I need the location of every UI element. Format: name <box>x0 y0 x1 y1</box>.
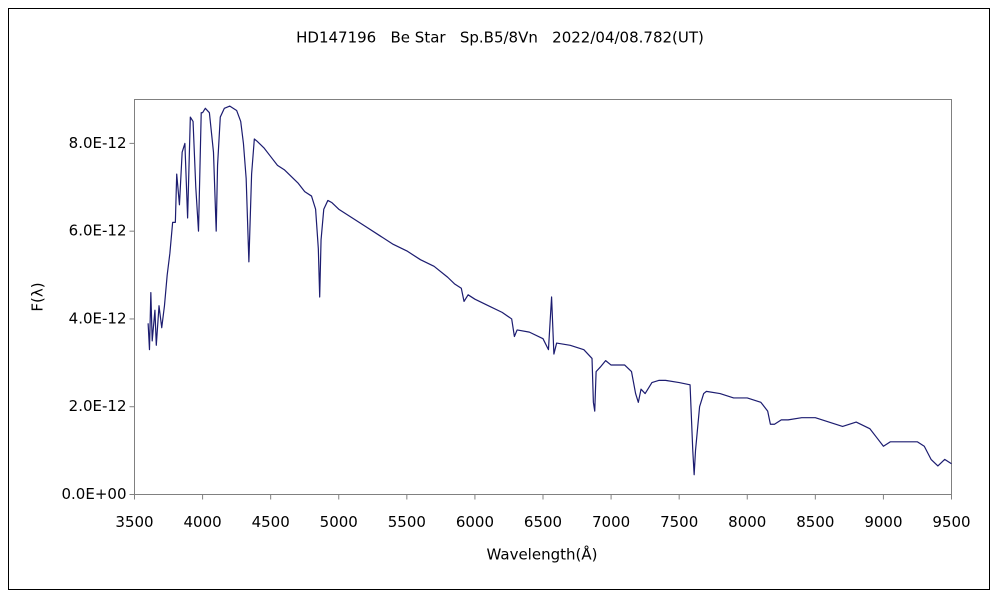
y-tick-label: 0.0E+00 <box>62 485 127 503</box>
y-axis-label: F(λ) <box>29 282 47 311</box>
x-tick-label: 6000 <box>456 513 494 531</box>
x-tick-label: 8000 <box>728 513 766 531</box>
x-tick-label: 9000 <box>864 513 902 531</box>
plot-area <box>134 99 952 495</box>
x-tick-label: 9500 <box>932 513 970 531</box>
x-tick-label: 8500 <box>796 513 834 531</box>
y-tick-label: 8.0E-12 <box>69 134 127 152</box>
x-tick-label: 7000 <box>592 513 630 531</box>
x-tick-label: 5000 <box>320 513 358 531</box>
spectrum-line <box>147 105 952 476</box>
x-tick-label: 4000 <box>183 513 221 531</box>
y-tick-label: 6.0E-12 <box>69 222 127 240</box>
x-tick-label: 6500 <box>524 513 562 531</box>
x-tick-label: 3500 <box>115 513 153 531</box>
y-tick-label: 2.0E-12 <box>69 397 127 415</box>
x-tick-label: 5500 <box>388 513 426 531</box>
y-tick-label: 4.0E-12 <box>69 309 127 327</box>
chart-title: HD147196 Be Star Sp.B5/8Vn 2022/04/08.78… <box>296 29 704 47</box>
x-axis-label: Wavelength(Å) <box>487 545 598 564</box>
x-tick-label: 7500 <box>660 513 698 531</box>
x-tick-label: 4500 <box>252 513 290 531</box>
